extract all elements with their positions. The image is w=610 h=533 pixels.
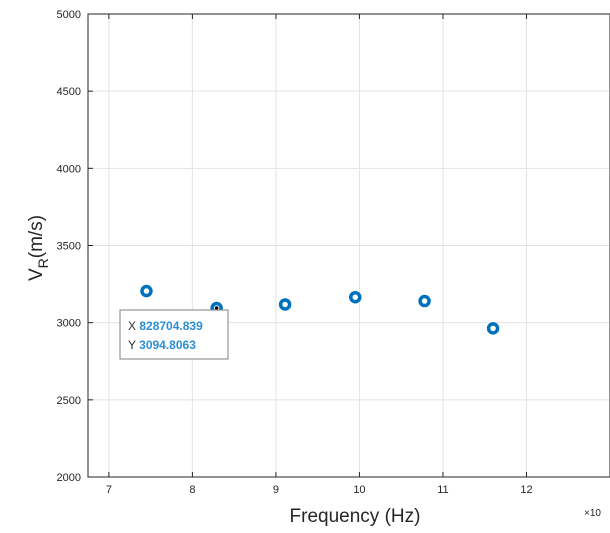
svg-text:Y 3094.8063: Y 3094.8063 <box>128 338 196 352</box>
data-tip-x-value: 828704.839 <box>139 319 203 333</box>
data-tip-y-label: Y <box>128 338 136 352</box>
x-tick-label: 11 <box>437 484 448 496</box>
y-axis-label-main: V <box>26 268 47 281</box>
y-tick-label: 2000 <box>57 472 81 484</box>
selected-point-marker <box>214 306 219 310</box>
data-tip-box <box>119 309 229 360</box>
y-axis-label-rest: (m/s) <box>26 215 47 258</box>
data-tip[interactable]: X 828704.839 Y 3094.8063 <box>119 309 229 360</box>
data-point[interactable] <box>349 290 362 304</box>
y-tick-label: 4500 <box>57 86 81 98</box>
x-tick-label: 7 <box>106 484 112 496</box>
grid-lines <box>88 13 610 478</box>
y-tick-label: 3000 <box>57 318 81 330</box>
data-tip-y-value: 3094.8063 <box>139 338 196 352</box>
x-tick-label: 10 <box>353 484 365 496</box>
data-tip-x-label: X <box>128 319 136 333</box>
svg-text:VR(m/s): VR(m/s) <box>26 215 51 281</box>
y-tick-label: 3500 <box>57 241 81 253</box>
data-point[interactable] <box>486 322 500 335</box>
data-point[interactable] <box>140 284 153 298</box>
y-tick-label: 4000 <box>57 163 81 175</box>
data-point[interactable] <box>278 298 292 311</box>
y-axis-label-sub: R <box>35 258 51 268</box>
data-point[interactable] <box>418 294 431 308</box>
x-tick-label: 9 <box>273 484 279 496</box>
x-tick-label: 12 <box>520 484 532 496</box>
svg-text:X 828704.839: X 828704.839 <box>128 319 203 333</box>
y-axis-label: VR(m/s) <box>26 215 51 281</box>
axis-ticks: 7 8 9 10 11 12 2000 2500 3000 3500 4000 4500 5000 <box>57 9 533 496</box>
y-tick-label: 5000 <box>57 9 81 21</box>
y-tick-label: 2500 <box>57 395 81 407</box>
x-tick-label: 8 <box>189 484 195 496</box>
x-axis-label: Frequency (Hz) <box>290 506 421 527</box>
x-axis-exponent: ×10 <box>584 508 601 519</box>
